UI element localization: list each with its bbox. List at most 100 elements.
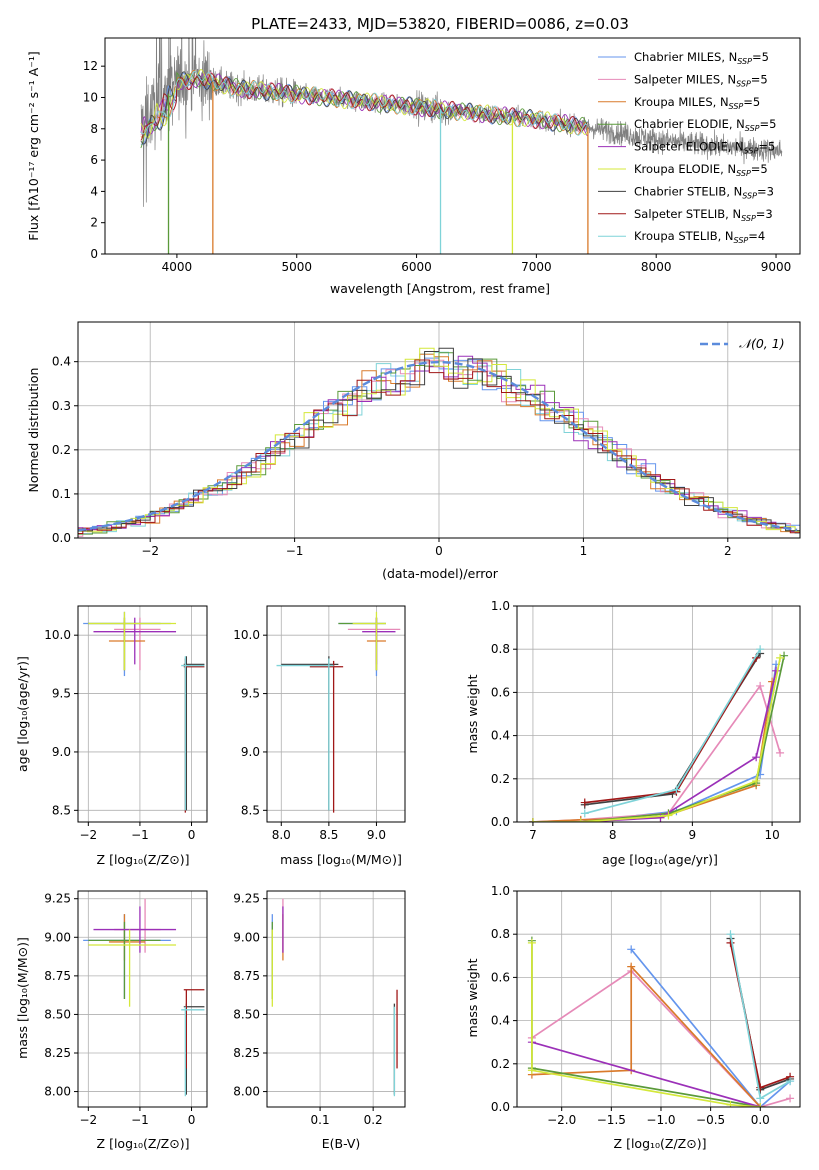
age-mass-xlabel: mass [log₁₀(M/M⊙)] [280, 852, 402, 867]
legend-subscript: SSP [745, 124, 760, 133]
axes-frame [266, 605, 406, 823]
y-tick-label: 0.2 [491, 772, 510, 786]
legend-count: =5 [752, 50, 769, 64]
y-tick-label: 0.6 [491, 970, 510, 984]
x-tick-label: 6000 [401, 260, 432, 274]
mass-weight-marker [664, 811, 673, 820]
y-tick-label: 0.0 [491, 1100, 510, 1114]
mass-weight-series [584, 653, 761, 806]
legend-count: =5 [743, 95, 760, 109]
mw-age-xlabel: age [log₁₀(age/yr)] [602, 852, 718, 867]
mass-weight-marker [776, 748, 785, 757]
mass-weight-series [584, 648, 761, 815]
y-tick-label: 10.0 [233, 628, 260, 642]
y-tick-label: 9.00 [44, 930, 71, 944]
x-tick-label: 4000 [162, 260, 193, 274]
x-tick-label: 1 [580, 544, 588, 558]
mass-weight-series [532, 681, 773, 822]
mass-weight-marker [580, 798, 589, 807]
x-tick-label: 10 [764, 828, 779, 842]
mass-weight-marker [786, 1094, 795, 1103]
y-tick-label: 9.5 [241, 687, 260, 701]
y-tick-label: 8.25 [44, 1046, 71, 1060]
legend-count: =3 [756, 207, 773, 221]
y-tick-label: 4 [90, 184, 98, 198]
age-vs-metallicity-panel: −2 −1 0 8.5 9.0 9.5 10.0 [44, 605, 208, 842]
y-tick-label: 9.0 [52, 745, 71, 759]
age-z-xlabel: Z [log₁₀(Z/Z⊙)] [97, 852, 190, 867]
normal-reference-curve [78, 360, 798, 532]
legend-count: =5 [760, 117, 777, 131]
legend-subscript: SSP [744, 147, 759, 156]
mass-weight-marker [726, 938, 735, 947]
histogram-plot-area [78, 347, 800, 537]
legend-label: Salpeter STELIB, NSSP=3 [634, 207, 773, 223]
mass-weight-marker [528, 818, 537, 822]
y-tick-label: 9.25 [44, 892, 71, 906]
legend-label: Kroupa STELIB, NSSP=4 [634, 229, 765, 245]
legend-subscript: SSP [729, 102, 744, 111]
x-tick-label: 7 [529, 828, 537, 842]
mass-weight-series [630, 948, 791, 1107]
mass-weight-series [531, 1041, 761, 1107]
y-tick-label: 0.0 [491, 815, 510, 829]
mass-weight-marker [672, 785, 681, 794]
mass-weight-series [531, 964, 761, 1107]
legend-label: Salpeter ELODIE, NSSP=5 [634, 140, 775, 156]
x-tick-label: 9.0 [367, 828, 386, 842]
y-tick-label: 1.0 [491, 599, 510, 613]
mass-weight-marker [780, 651, 789, 660]
legend-subscript: SSP [736, 169, 751, 178]
x-tick-label: 0.1 [311, 1113, 330, 1127]
mass-weight-series [531, 940, 761, 1107]
x-tick-label: −1 [286, 544, 304, 558]
y-tick-label: 9.5 [52, 687, 71, 701]
x-tick-label: 2 [724, 544, 732, 558]
y-tick-label: 0.0 [52, 531, 71, 545]
legend-subscript: SSP [734, 236, 749, 245]
legend-label: Kroupa ELODIE, NSSP=5 [634, 162, 768, 178]
y-tick-label: 9.25 [233, 892, 260, 906]
x-tick-label: 8.5 [319, 828, 338, 842]
x-tick-label: 9 [689, 828, 697, 842]
mass-weight-marker [580, 809, 589, 818]
mass-weight-vs-age-panel: 7 8 9 10 0.0 0.2 0.4 0.6 0.8 1.0 [491, 599, 801, 842]
legend-subscript: SSP [741, 214, 756, 223]
x-tick-label: −0.5 [696, 1113, 725, 1127]
axes-frame [516, 605, 801, 823]
y-tick-label: 0 [90, 247, 98, 261]
mass-weight-marker [752, 776, 761, 785]
x-tick-label: 8 [609, 828, 617, 842]
mw-age-ylabel: mass weight [465, 674, 480, 753]
mass-weight-marker [726, 1100, 735, 1107]
histogram-legend: 𝒩(0, 1) [700, 336, 785, 351]
y-tick-label: 10 [83, 90, 98, 104]
spectrum-xlabel: wavelength [Angstrom, rest frame] [330, 281, 550, 296]
legend-count: =3 [757, 184, 774, 198]
residual-histogram-panel: −2 −1 0 1 2 0.0 0.1 0.2 0.3 0.4 [52, 321, 801, 558]
mass-weight-plot-area [527, 930, 795, 1107]
x-tick-label: 7000 [521, 260, 552, 274]
y-tick-label: 0.8 [491, 642, 510, 656]
spectrum-ylabel: Flux [fλ10⁻¹⁷ erg cm⁻² s⁻¹ A⁻¹] [26, 51, 41, 240]
legend-subscript: SSP [737, 57, 752, 66]
x-tick-label: 0 [188, 1113, 196, 1127]
mass-weight-marker [772, 666, 781, 675]
y-tick-label: 2 [90, 216, 98, 230]
y-tick-label: 9.00 [233, 930, 260, 944]
y-tick-label: 0.8 [491, 927, 510, 941]
mass-ebv-xlabel: E(B-V) [322, 1136, 361, 1151]
mass-weight-marker [756, 645, 765, 654]
y-tick-label: 8 [90, 122, 98, 136]
axes-frame [104, 37, 801, 255]
y-tick-label: 8.50 [233, 1007, 260, 1021]
residual-histogram-series [78, 347, 800, 537]
mass-weight-series [532, 655, 785, 822]
mass-z-xlabel: Z [log₁₀(Z/Z⊙)] [97, 1136, 190, 1151]
legend-label: 𝒩(0, 1) [739, 336, 785, 351]
y-tick-label: 0.4 [491, 1014, 510, 1028]
y-tick-label: 8.00 [44, 1085, 71, 1099]
legend-subscript: SSP [736, 79, 751, 88]
x-tick-label: 8.0 [272, 828, 291, 842]
